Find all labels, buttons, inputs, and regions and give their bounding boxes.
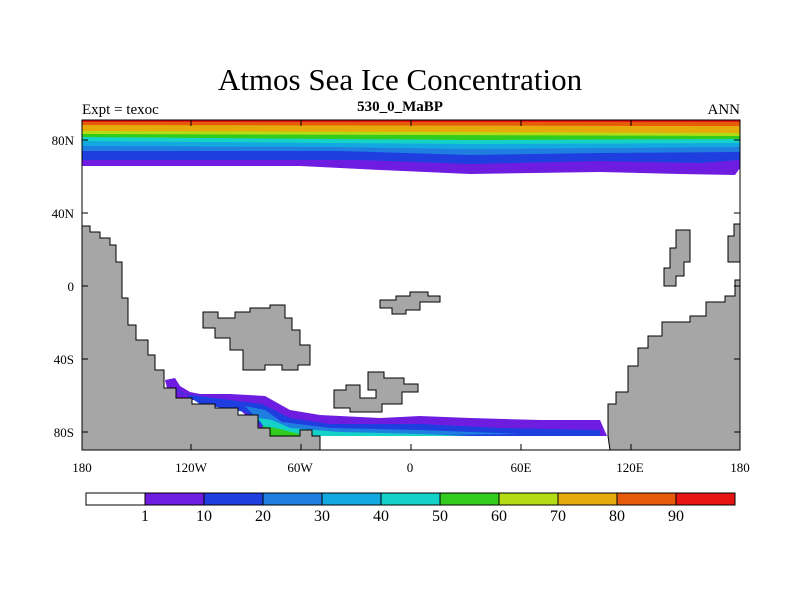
colorbar-label: 50 — [432, 508, 448, 525]
colorbar-swatch — [380, 492, 441, 506]
eastern-peninsula — [663, 229, 691, 287]
colorbar-label: 30 — [314, 508, 330, 525]
colorbar-swatch — [616, 492, 677, 506]
map-title: Atmos Sea Ice Concentration — [217, 62, 583, 97]
colorbar-label: 10 — [196, 508, 212, 525]
colorbar-swatch — [144, 492, 205, 506]
y-tick-label: 40N — [51, 206, 74, 221]
central-island — [202, 304, 311, 371]
southern-island — [333, 371, 419, 413]
x-tick-label: 180 — [730, 460, 750, 475]
colorbar-label: 20 — [255, 508, 271, 525]
colorbar-swatch — [498, 492, 559, 506]
colorbar — [85, 492, 736, 506]
ice-band-60 — [262, 426, 320, 436]
colorbar-label: 80 — [609, 508, 625, 525]
colorbar-swatch — [557, 492, 618, 506]
colorbar-swatch — [439, 492, 500, 506]
colorbar-swatch — [85, 492, 146, 506]
y-tick-label: 80S — [53, 425, 74, 440]
colorbar-swatch — [321, 492, 382, 506]
x-tick-label: 0 — [406, 460, 414, 475]
colorbar-label: 90 — [668, 508, 684, 525]
colorbar-swatch — [203, 492, 264, 506]
colorbar-label: 60 — [491, 508, 507, 525]
x-tick-label: 120W — [175, 460, 207, 475]
experiment-label: Expt = texoc — [82, 102, 159, 118]
season-label: ANN — [707, 102, 741, 118]
y-tick-label: 80N — [51, 133, 74, 148]
western-continent — [81, 225, 321, 451]
colorbar-label: 70 — [550, 508, 566, 525]
x-tick-label: 180 — [72, 460, 92, 475]
colorbar-swatch — [675, 492, 736, 506]
arctic-sea-ice — [82, 120, 740, 175]
land-masses — [81, 223, 741, 451]
y-tick-label: 40S — [53, 352, 74, 367]
north-island — [379, 291, 441, 315]
colorbar-swatch — [262, 492, 323, 506]
plot-frame — [81, 119, 741, 451]
ice-band-20 — [245, 406, 520, 436]
x-tick-label: 60W — [287, 460, 313, 475]
y-tick-label: 0 — [67, 279, 75, 294]
colorbar-label: 40 — [373, 508, 389, 525]
x-tick-label: 60E — [510, 460, 532, 475]
map-subtitle: 530_0_MaBP — [357, 99, 443, 115]
x-tick-label: 120E — [616, 460, 644, 475]
colorbar-label: 1 — [141, 508, 149, 525]
